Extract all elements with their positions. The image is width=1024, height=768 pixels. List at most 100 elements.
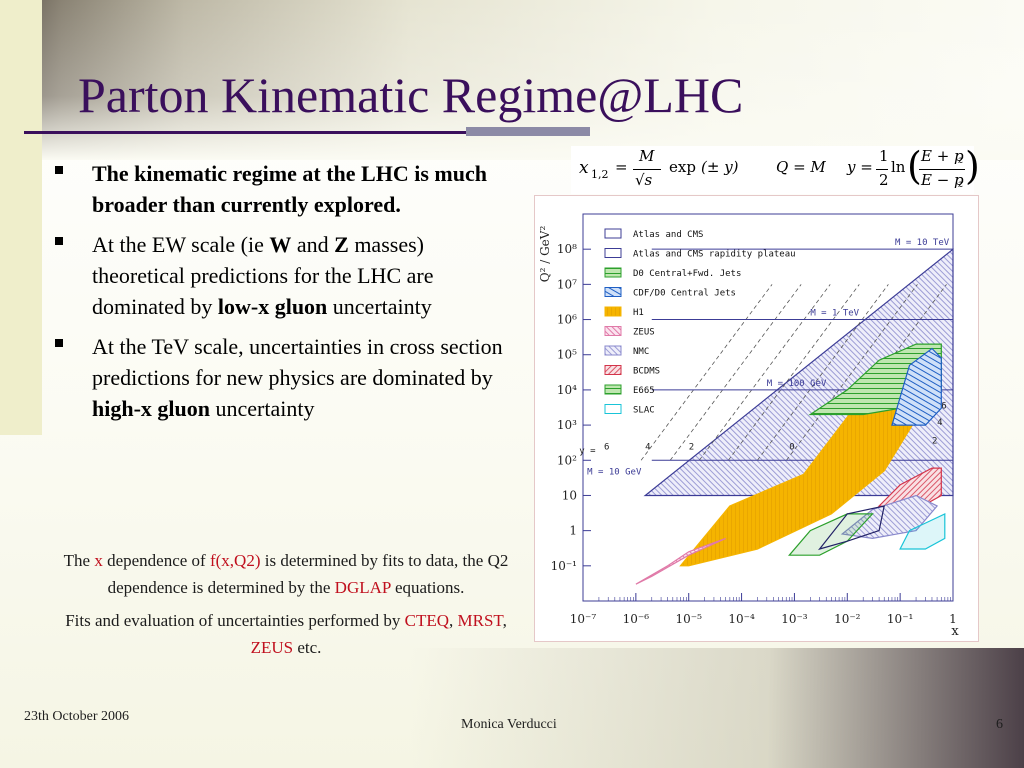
rapidity-label: 6 bbox=[941, 401, 946, 411]
note-highlight: DGLAP bbox=[334, 578, 391, 597]
note-text-run: , bbox=[502, 611, 507, 630]
x-tick-label: 10⁻⁷ bbox=[570, 612, 597, 626]
legend-label: Atlas and CMS bbox=[633, 230, 703, 240]
formula-E-minus: E − p bbox=[921, 171, 964, 189]
legend-label: BCDMS bbox=[633, 367, 660, 377]
rapidity-line bbox=[640, 284, 773, 461]
rapidity-line bbox=[669, 284, 802, 461]
note-highlight: MRST bbox=[457, 611, 503, 630]
bullet-list: The kinematic regime at the LHC is much … bbox=[55, 158, 520, 433]
slac-region bbox=[899, 512, 946, 550]
y-tick-label: 10⁻¹ bbox=[551, 559, 577, 573]
formula-Q-eq-M: Q = M bbox=[776, 158, 826, 176]
slide-title: Parton Kinematic Regime@LHC bbox=[78, 67, 744, 123]
zeus-region bbox=[635, 537, 726, 585]
note-paragraph: The x dependence of f(x,Q2) is determine… bbox=[52, 547, 520, 601]
note-highlight: CTEQ bbox=[404, 611, 450, 630]
bullet-text-run: At the TeV scale, uncertainties in cross… bbox=[92, 334, 503, 390]
background-bottom-gradient bbox=[0, 648, 1024, 768]
title-underline-accent bbox=[466, 127, 590, 136]
legend-swatch bbox=[604, 228, 622, 239]
bullet-text-run: uncertainty bbox=[210, 396, 315, 421]
note-text-run: is determined by fits to data, the Q2 de… bbox=[107, 551, 509, 597]
note-text-run: The bbox=[63, 551, 95, 570]
kinematics-formula: x 1,2 = M √s exp (± y) Q = M y = 1 2 ln … bbox=[571, 144, 980, 194]
y-tick-label: 10⁸ bbox=[557, 242, 577, 256]
note-text-run: , bbox=[449, 611, 458, 630]
legend-swatch bbox=[604, 326, 622, 336]
bullet-text-run: The kinematic regime at the LHC is much … bbox=[92, 161, 487, 217]
formula-ln-line bbox=[919, 169, 965, 170]
rapidity-line bbox=[786, 284, 918, 461]
bullet-square-icon bbox=[55, 237, 63, 245]
bullet-text-run: masses) theoretical predictions for the … bbox=[92, 232, 434, 319]
bullet-square-icon bbox=[55, 339, 63, 347]
formula-paren-open: ( bbox=[907, 144, 922, 188]
y-tick-label: 10² bbox=[557, 453, 577, 467]
explanation-note: The x dependence of f(x,Q2) is determine… bbox=[52, 547, 520, 667]
footer-page-number: 6 bbox=[996, 717, 1003, 732]
rapidity-label: 2 bbox=[689, 443, 694, 453]
formula-half-line bbox=[876, 169, 888, 170]
rapidity-prefix-label: y = bbox=[579, 447, 596, 457]
rapidity-line bbox=[698, 284, 831, 461]
mass-line-label: M = 10 TeV bbox=[895, 238, 950, 248]
footer-author: Monica Verducci bbox=[461, 717, 557, 732]
bullet-text-run: At the EW scale (ie bbox=[92, 232, 270, 257]
note-highlight: ZEUS bbox=[250, 638, 294, 657]
formula-y-eq: y = bbox=[847, 158, 873, 176]
legend-swatch bbox=[604, 267, 622, 278]
rapidity-label: 6 bbox=[604, 443, 609, 453]
bullet-square-icon bbox=[55, 166, 63, 174]
legend-label: SLAC bbox=[633, 406, 655, 416]
legend-swatch bbox=[604, 365, 622, 375]
formula-E-plus: E + p bbox=[921, 147, 964, 165]
formula-paren-close: ) bbox=[965, 144, 980, 188]
formula-pm-y: (± y) bbox=[701, 158, 739, 176]
x-tick-label: 1 bbox=[949, 612, 957, 626]
legend-label: NMC bbox=[633, 347, 649, 357]
formula-z-sub-2: z bbox=[958, 179, 964, 190]
legend-label: Atlas and CMS rapidity plateau bbox=[633, 250, 796, 260]
legend-swatch bbox=[604, 306, 622, 317]
bullet-item: At the EW scale (ie W and Z masses) theo… bbox=[55, 229, 520, 322]
kinematic-plot-svg: 10⁻⁷ 10⁻⁶ 10⁻⁵ 10⁻⁴ 10⁻³ 10⁻² 10⁻¹ 1 10⁻¹ 1 10 10² 1… bbox=[538, 213, 959, 639]
mass-line-label: M = 1 TeV bbox=[810, 309, 859, 319]
bullet-item: The kinematic regime at the LHC is much … bbox=[55, 158, 520, 220]
formula-exp: exp bbox=[669, 158, 696, 176]
legend-label: ZEUS bbox=[633, 328, 655, 338]
y-tick-label: 10⁴ bbox=[557, 383, 577, 397]
left-accent-strip bbox=[0, 0, 42, 435]
footer-date: 23th October 2006 bbox=[24, 709, 129, 724]
legend-swatch bbox=[604, 384, 622, 395]
x-tick-label: 10⁻³ bbox=[781, 612, 808, 626]
rapidity-label: 4 bbox=[645, 443, 650, 453]
formula-sqrt-s: √s bbox=[635, 171, 653, 189]
formula-M: M bbox=[639, 147, 655, 165]
cdf-jets-region bbox=[891, 347, 942, 426]
formula-frac-line bbox=[633, 169, 661, 170]
bullet-text-run: low-x gluon bbox=[217, 294, 328, 319]
formula-half-den: 2 bbox=[879, 171, 889, 189]
x-tick-label: 10⁻² bbox=[834, 612, 861, 626]
note-highlight: x bbox=[94, 551, 103, 570]
note-text-run: dependence of bbox=[102, 551, 210, 570]
bullet-text-run: and bbox=[291, 232, 335, 257]
bullet-text-run: Z bbox=[334, 232, 349, 257]
x-tick-label: 10⁻⁶ bbox=[623, 612, 650, 626]
nmc-region bbox=[840, 494, 939, 540]
legend-label: E665 bbox=[633, 386, 655, 396]
note-text-run: equations. bbox=[390, 578, 465, 597]
y-tick-label: 10⁶ bbox=[557, 313, 577, 327]
rapidity-label: 2 bbox=[932, 436, 937, 446]
kinematic-plot: 10⁻⁷ 10⁻⁶ 10⁻⁵ 10⁻⁴ 10⁻³ 10⁻² 10⁻¹ 1 10⁻¹ 1 10 10² 1… bbox=[534, 195, 979, 642]
bullet-text-run: high-x gluon bbox=[92, 396, 210, 421]
x-tick-label: 10⁻⁴ bbox=[728, 612, 755, 626]
y-tick-label: 10 bbox=[562, 488, 577, 502]
x-tick-label: 10⁻¹ bbox=[887, 612, 913, 626]
legend-swatch bbox=[604, 248, 622, 258]
formula-eq: = bbox=[615, 158, 628, 176]
rapidity-line bbox=[757, 284, 889, 461]
note-highlight: f(x,Q2) bbox=[209, 551, 261, 570]
